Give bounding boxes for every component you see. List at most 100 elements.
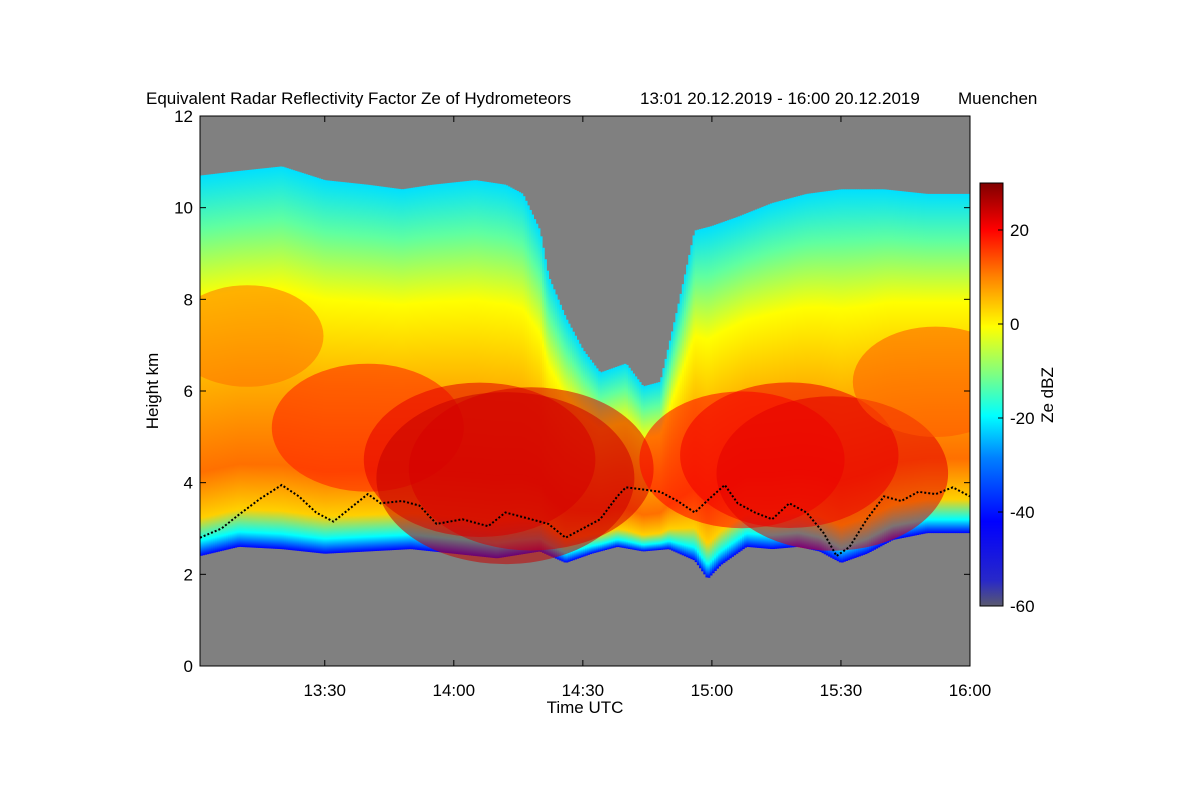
echo-column	[791, 197, 795, 548]
plot-area	[199, 115, 971, 667]
echo-column	[438, 183, 442, 553]
echo-column	[451, 182, 455, 554]
echo-column	[769, 203, 773, 550]
echo-column	[440, 183, 444, 553]
x-tick-label: 14:30	[562, 681, 605, 700]
echo-column	[815, 192, 818, 551]
echo-column	[757, 208, 760, 548]
echo-column	[453, 182, 457, 554]
echo-column	[477, 180, 481, 557]
echo-column	[475, 180, 479, 557]
echo-column	[417, 186, 420, 550]
echo-column	[425, 185, 429, 551]
echo-column	[492, 182, 496, 558]
y-tick-label: 6	[184, 382, 193, 401]
x-tick-label: 16:00	[949, 681, 992, 700]
echo-column	[789, 198, 793, 548]
echo-column	[333, 181, 337, 554]
echo-column	[782, 199, 786, 549]
echo-column	[746, 212, 750, 547]
echo-column	[724, 221, 728, 562]
echo-column	[326, 180, 330, 554]
y-tick-label: 12	[174, 107, 193, 126]
echo-column	[817, 192, 821, 552]
echo-column	[526, 205, 530, 554]
echo-column	[533, 219, 537, 553]
echo-column	[445, 183, 448, 553]
echo-column	[421, 186, 425, 551]
echo-column	[802, 194, 805, 548]
echo-column	[780, 200, 784, 549]
echo-column	[468, 180, 472, 556]
echo-column	[410, 187, 414, 550]
echo-column	[696, 229, 700, 566]
melting-layer-line	[200, 483, 970, 558]
echo-column	[488, 182, 491, 558]
colorbar-ticks: 20 0 -20 -40 -60	[998, 221, 1035, 616]
echo-column	[503, 184, 507, 558]
echo-column	[471, 180, 474, 556]
colorbar-tick-label: 20	[1010, 221, 1029, 240]
echo-column	[849, 189, 853, 560]
echo-column	[494, 183, 498, 559]
echo-column	[785, 199, 788, 548]
echo-column	[419, 186, 423, 551]
echo-column	[498, 183, 502, 558]
echo-column	[806, 193, 810, 549]
x-tick-label: 13:30	[303, 681, 346, 700]
echo-column	[776, 201, 780, 549]
echo-column	[415, 187, 418, 550]
echo-column	[518, 192, 522, 555]
echo-column	[692, 235, 696, 561]
echo-column	[507, 186, 511, 557]
echo-column	[739, 215, 743, 551]
echo-column	[524, 200, 528, 554]
echo-column	[744, 213, 747, 548]
echo-column	[828, 190, 831, 557]
y-tick-label: 10	[174, 199, 193, 218]
x-axis: 13:30 14:00 14:30 15:00 15:30 16:00	[303, 116, 991, 700]
echo-column	[765, 205, 769, 549]
echo-column	[830, 190, 833, 558]
echo-column	[473, 180, 476, 556]
echo-column	[406, 188, 410, 550]
colorbar-label: Ze dBZ	[1038, 367, 1057, 423]
echo-column	[529, 209, 532, 553]
echo-column	[460, 181, 463, 555]
echo-column	[514, 189, 517, 556]
echo-column	[834, 190, 838, 561]
echo-column	[329, 180, 332, 554]
echo-column	[735, 217, 739, 554]
echo-column	[795, 196, 799, 547]
echo-column	[443, 183, 446, 553]
echo-column	[694, 230, 698, 563]
echo-column	[752, 210, 756, 548]
echo-column	[804, 194, 808, 549]
echo-column	[750, 211, 754, 548]
echo-column	[793, 197, 797, 548]
echo-column	[800, 195, 803, 548]
y-tick-label: 8	[184, 290, 193, 309]
echo-column	[729, 219, 732, 559]
echo-column	[772, 202, 775, 550]
echo-column	[797, 195, 801, 548]
echo-column	[412, 187, 416, 550]
echo-column	[778, 201, 782, 549]
echo-column	[851, 189, 855, 559]
echo-column	[810, 193, 814, 550]
echo-column	[434, 184, 438, 552]
echo-column	[722, 221, 726, 563]
echo-column	[516, 191, 519, 556]
echo-column	[737, 216, 741, 553]
echo-column	[774, 202, 778, 549]
echo-column	[423, 185, 427, 551]
echo-column	[464, 181, 468, 555]
echo-column	[761, 206, 765, 549]
echo-column	[787, 198, 790, 548]
echo-column	[505, 185, 509, 557]
echo-column	[840, 189, 844, 563]
echo-column	[843, 189, 846, 562]
echo-column	[408, 188, 412, 550]
echo-column	[479, 180, 483, 557]
echo-column	[812, 192, 816, 551]
